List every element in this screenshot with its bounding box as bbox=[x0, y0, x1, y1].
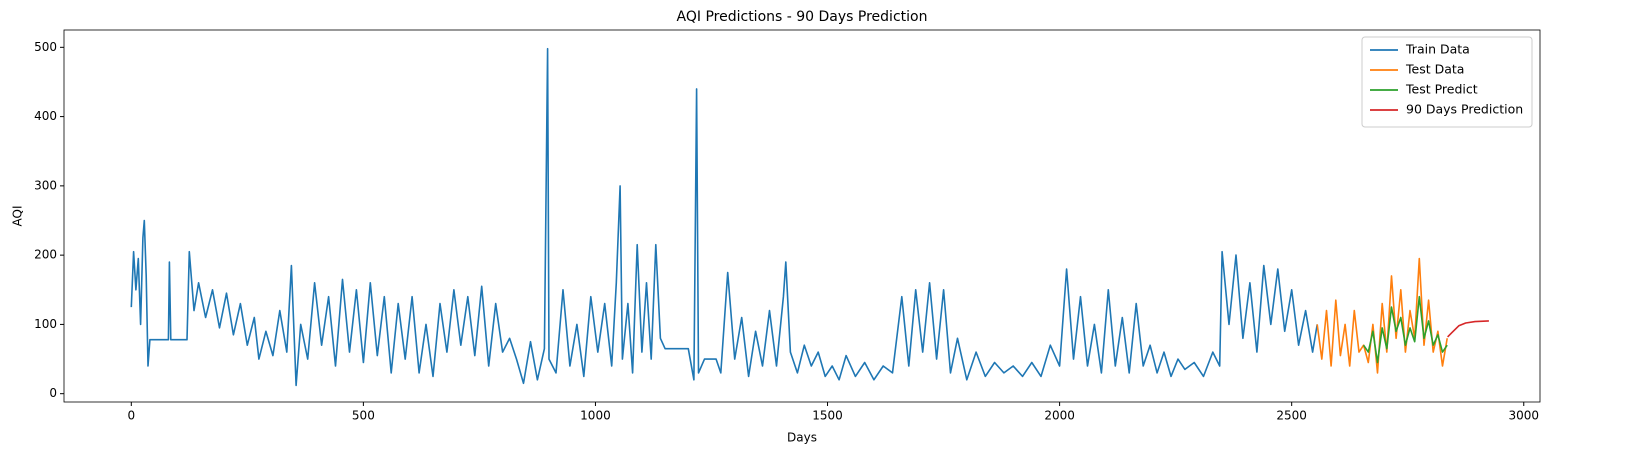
y-axis-label: AQI bbox=[11, 206, 25, 227]
series-line bbox=[1447, 320, 1489, 338]
chart-title: AQI Predictions - 90 Days Prediction bbox=[677, 9, 928, 25]
x-tick-label: 3000 bbox=[1508, 409, 1539, 423]
y-tick-label: 0 bbox=[49, 386, 57, 400]
legend-label: Test Predict bbox=[1405, 82, 1478, 97]
y-tick-label: 400 bbox=[34, 109, 57, 123]
x-tick-label: 2500 bbox=[1276, 409, 1307, 423]
plot-frame bbox=[63, 29, 1541, 403]
series-line bbox=[1362, 295, 1448, 364]
legend-label: Test Data bbox=[1405, 62, 1464, 77]
x-tick-label: 0 bbox=[127, 409, 135, 423]
x-tick-label: 2000 bbox=[1044, 409, 1075, 423]
legend-label: 90 Days Prediction bbox=[1406, 102, 1523, 117]
y-tick-label: 500 bbox=[34, 40, 57, 54]
x-tick-label: 1500 bbox=[812, 409, 843, 423]
y-tick-label: 100 bbox=[34, 317, 57, 331]
x-tick-label: 1000 bbox=[580, 409, 611, 423]
legend-box bbox=[1361, 36, 1533, 128]
legend: Train Data Test Data Test Predict 90 Days P… bbox=[1361, 36, 1533, 128]
x-axis-label: Days bbox=[787, 431, 817, 445]
y-tick-label: 200 bbox=[34, 248, 57, 262]
series-line bbox=[130, 47, 1318, 387]
legend-label: Train Data bbox=[1405, 42, 1470, 57]
y-tick-label: 300 bbox=[34, 178, 57, 192]
series-line bbox=[1316, 257, 1448, 374]
x-tick-label: 500 bbox=[352, 409, 375, 423]
